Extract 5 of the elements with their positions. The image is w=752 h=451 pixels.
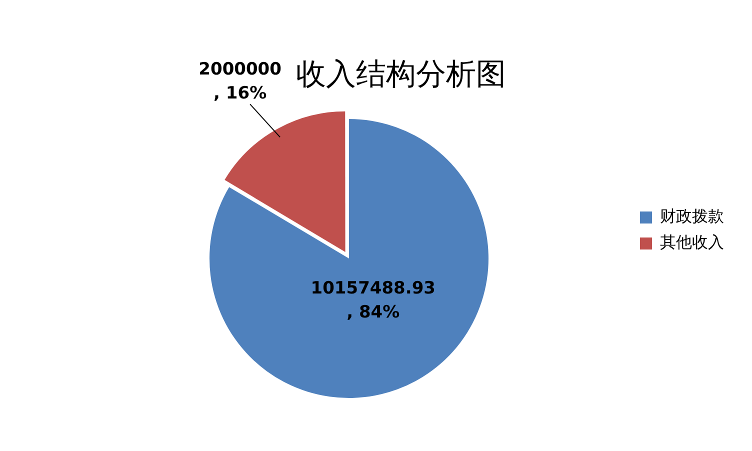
data-label: 10157488.93, 84% bbox=[310, 278, 436, 322]
legend-label: 财政拨款 bbox=[660, 206, 724, 226]
legend-label: 其他收入 bbox=[660, 232, 724, 252]
data-label: 2000000, 16% bbox=[198, 60, 282, 104]
chart-title: 收入结构分析图 bbox=[296, 56, 506, 92]
